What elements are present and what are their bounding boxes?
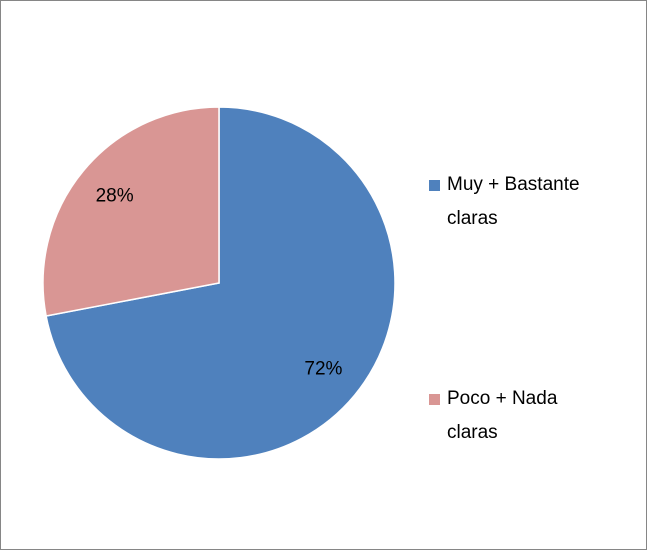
- legend-label: Poco + Nada claras: [447, 388, 558, 443]
- data-label: 72%: [304, 358, 342, 379]
- legend-label: Muy + Bastante claras: [447, 174, 580, 229]
- pie-slice: [45, 106, 396, 460]
- legend-swatch: [429, 394, 440, 405]
- pie-slice: [42, 106, 220, 317]
- legend-swatch: [429, 180, 440, 191]
- data-label: 28%: [96, 186, 134, 207]
